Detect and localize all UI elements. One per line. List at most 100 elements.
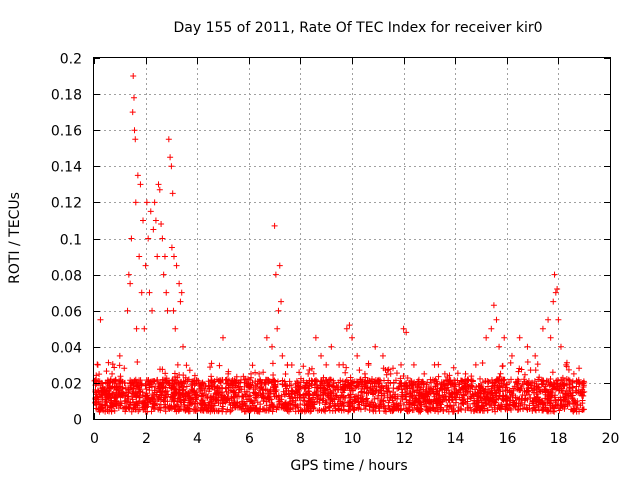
- data-point: [132, 199, 139, 206]
- data-point: [180, 396, 187, 403]
- data-point: [497, 370, 504, 377]
- y-tick-label: 0.12: [51, 196, 82, 212]
- data-point: [431, 361, 438, 368]
- data-point: [223, 380, 230, 387]
- data-point: [549, 403, 556, 410]
- data-point: [385, 399, 392, 406]
- data-point: [94, 361, 101, 368]
- data-point: [358, 399, 365, 406]
- data-point: [309, 403, 316, 410]
- data-point: [409, 407, 416, 414]
- data-point: [271, 222, 278, 229]
- data-point: [391, 403, 398, 410]
- data-point: [313, 376, 320, 383]
- data-point: [482, 396, 489, 403]
- data-point: [288, 382, 295, 389]
- data-point: [495, 395, 502, 402]
- data-point: [218, 392, 225, 399]
- data-point: [152, 383, 159, 390]
- data-point: [260, 391, 267, 398]
- x-tick-label: 16: [499, 431, 517, 447]
- data-point: [251, 397, 258, 404]
- data-point: [375, 392, 382, 399]
- data-point: [386, 405, 393, 412]
- data-point: [357, 406, 364, 413]
- y-tick-label: 0.16: [51, 124, 82, 140]
- data-point: [180, 372, 187, 379]
- data-point: [102, 402, 109, 409]
- data-point: [533, 380, 540, 387]
- data-point: [335, 379, 342, 386]
- data-point: [514, 386, 521, 393]
- data-point: [274, 325, 281, 332]
- data-point: [401, 380, 408, 387]
- data-point: [106, 404, 113, 411]
- data-point: [521, 371, 528, 378]
- data-point: [438, 404, 445, 411]
- data-point: [191, 392, 198, 399]
- data-point: [406, 400, 413, 407]
- data-point: [123, 397, 130, 404]
- data-point: [246, 376, 253, 383]
- data-point: [538, 378, 545, 385]
- data-point: [407, 393, 414, 400]
- data-point: [554, 383, 561, 390]
- data-point: [580, 382, 587, 389]
- data-point: [408, 381, 415, 388]
- data-point: [127, 280, 134, 287]
- data-point: [378, 387, 385, 394]
- data-point: [130, 94, 137, 101]
- data-point: [95, 388, 102, 395]
- data-point: [218, 384, 225, 391]
- data-point: [105, 359, 112, 366]
- data-point: [509, 385, 516, 392]
- data-point: [208, 373, 215, 380]
- data-point: [498, 380, 505, 387]
- data-point: [121, 379, 128, 386]
- data-point: [496, 343, 503, 350]
- data-point: [147, 208, 154, 215]
- data-point: [142, 402, 149, 409]
- data-point: [211, 402, 218, 409]
- data-point: [235, 379, 242, 386]
- data-point: [387, 370, 394, 377]
- data-point: [350, 379, 357, 386]
- x-tick-label: 4: [193, 431, 202, 447]
- data-point: [227, 408, 234, 415]
- data-point: [318, 352, 325, 359]
- data-point: [400, 401, 407, 408]
- data-point: [161, 253, 168, 260]
- data-point: [496, 384, 503, 391]
- data-point: [274, 378, 281, 385]
- data-point: [497, 405, 504, 412]
- data-point: [359, 383, 366, 390]
- data-point: [415, 376, 422, 383]
- data-point: [136, 406, 143, 413]
- data-point: [112, 395, 119, 402]
- data-point: [501, 334, 508, 341]
- data-point: [524, 343, 531, 350]
- data-point: [440, 407, 447, 414]
- data-point: [551, 394, 558, 401]
- data-point: [477, 375, 484, 382]
- data-point: [349, 334, 355, 341]
- data-point: [206, 399, 213, 406]
- data-point: [475, 399, 482, 406]
- data-point: [410, 361, 417, 368]
- data-point: [273, 386, 280, 393]
- data-point: [569, 396, 576, 403]
- data-point: [109, 361, 116, 368]
- data-point: [272, 388, 279, 395]
- data-point: [256, 378, 263, 385]
- data-point: [183, 383, 190, 390]
- data-point: [343, 377, 350, 384]
- data-point: [534, 383, 541, 390]
- data-point: [529, 400, 536, 407]
- data-point: [167, 404, 174, 411]
- data-point: [155, 380, 162, 387]
- data-point: [310, 370, 317, 377]
- data-point: [122, 385, 129, 392]
- data-point: [170, 307, 177, 314]
- data-point: [284, 361, 291, 368]
- data-point: [400, 372, 407, 379]
